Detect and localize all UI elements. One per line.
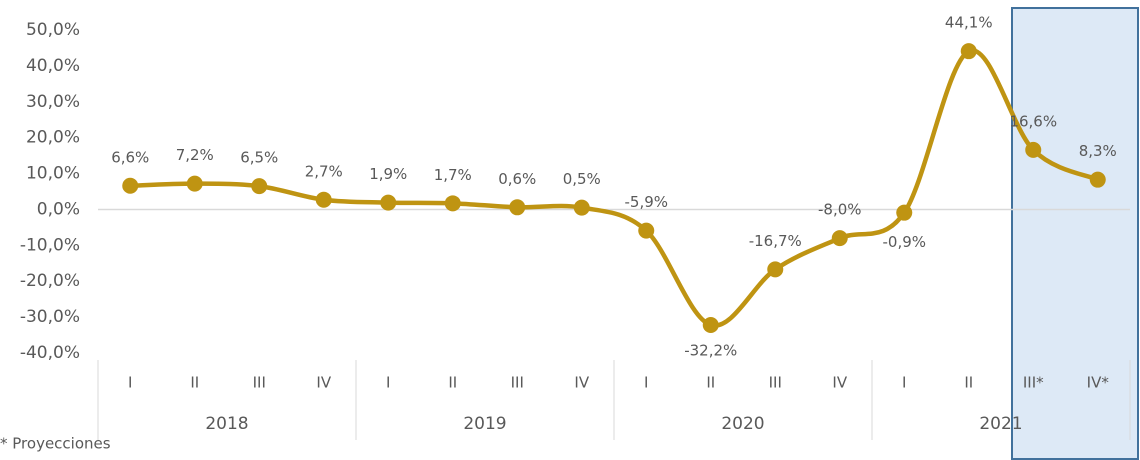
x-group-label: 2021 bbox=[979, 414, 1022, 434]
x-tick-label: IV bbox=[832, 374, 847, 392]
data-label: 16,6% bbox=[1009, 112, 1057, 130]
data-point bbox=[1089, 171, 1106, 188]
x-tick-label: I bbox=[386, 374, 390, 392]
data-label: -0,9% bbox=[882, 233, 926, 251]
data-label: 8,3% bbox=[1079, 142, 1117, 160]
y-tick-label: 30,0% bbox=[26, 92, 80, 112]
data-point bbox=[509, 199, 526, 216]
x-tick-label: IV bbox=[574, 374, 589, 392]
x-tick-label: III bbox=[253, 374, 266, 392]
x-tick-label: I bbox=[902, 374, 906, 392]
footnote: * Proyecciones bbox=[0, 435, 111, 453]
data-point bbox=[1025, 141, 1042, 158]
y-tick-label: 50,0% bbox=[26, 20, 80, 40]
x-group-label: 2018 bbox=[205, 414, 248, 434]
x-tick-label: II bbox=[964, 374, 973, 392]
y-tick-label: 0,0% bbox=[37, 199, 80, 219]
y-tick-label: -10,0% bbox=[20, 235, 80, 255]
y-tick-label: -20,0% bbox=[20, 271, 80, 291]
x-tick-label: III* bbox=[1023, 374, 1044, 392]
projection-highlight bbox=[1011, 7, 1139, 460]
x-tick-label: IV bbox=[316, 374, 331, 392]
x-group-label: 2020 bbox=[721, 414, 764, 434]
x-tick-label: II bbox=[706, 374, 715, 392]
data-point bbox=[767, 261, 784, 278]
data-point bbox=[638, 222, 655, 239]
x-tick-label: II bbox=[190, 374, 199, 392]
data-point bbox=[315, 191, 332, 208]
x-tick-label: III bbox=[511, 374, 524, 392]
y-tick-label: -30,0% bbox=[20, 307, 80, 327]
data-label: -32,2% bbox=[684, 342, 737, 360]
data-label: 0,6% bbox=[498, 170, 536, 188]
x-tick-label: IV* bbox=[1087, 374, 1110, 392]
x-tick-label: I bbox=[128, 374, 132, 392]
y-tick-label: 10,0% bbox=[26, 164, 80, 184]
data-point bbox=[380, 194, 397, 211]
data-point bbox=[444, 195, 461, 212]
x-group-label: 2019 bbox=[463, 414, 506, 434]
data-point bbox=[186, 175, 203, 192]
series-line bbox=[130, 48, 1099, 328]
data-label: 1,7% bbox=[434, 166, 472, 184]
data-label: 6,6% bbox=[111, 148, 149, 166]
data-point bbox=[573, 199, 590, 216]
data-label: 7,2% bbox=[176, 146, 214, 164]
x-tick-label: I bbox=[644, 374, 648, 392]
data-point bbox=[831, 230, 848, 247]
data-label: -8,0% bbox=[818, 201, 862, 219]
data-label: 2,7% bbox=[305, 162, 343, 180]
data-point bbox=[702, 317, 719, 334]
data-label: 1,9% bbox=[369, 165, 407, 183]
data-point bbox=[960, 43, 977, 60]
y-tick-label: 20,0% bbox=[26, 128, 80, 148]
data-label: 6,5% bbox=[240, 149, 278, 167]
x-tick-label: III bbox=[769, 374, 782, 392]
y-tick-label: -40,0% bbox=[20, 343, 80, 363]
data-label: 0,5% bbox=[563, 170, 601, 188]
data-label: 44,1% bbox=[945, 14, 993, 32]
data-point bbox=[251, 178, 268, 195]
data-label: -5,9% bbox=[624, 193, 668, 211]
data-label: -16,7% bbox=[749, 232, 802, 250]
data-point bbox=[122, 177, 139, 194]
x-tick-label: II bbox=[448, 374, 457, 392]
data-point bbox=[896, 204, 913, 221]
y-tick-label: 40,0% bbox=[26, 56, 80, 76]
